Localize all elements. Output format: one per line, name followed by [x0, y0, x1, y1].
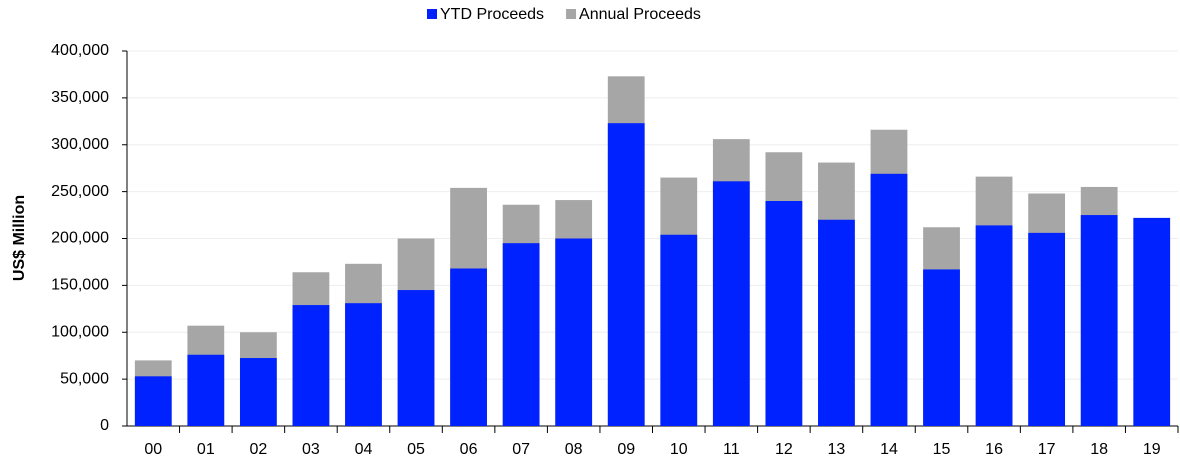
- bar: [239, 358, 277, 426]
- x-tick-label: 08: [565, 441, 583, 458]
- x-tick-label: 15: [933, 441, 951, 458]
- bar: [134, 376, 172, 426]
- x-tick-label: 14: [880, 441, 898, 458]
- bar: [450, 268, 487, 426]
- x-tick-label: 00: [144, 441, 162, 458]
- x-tick-label: 11: [723, 441, 740, 458]
- x-tick-label: 10: [670, 441, 688, 458]
- x-tick-label: 01: [197, 441, 215, 458]
- x-tick-label: 02: [249, 441, 267, 458]
- x-tick-label: 12: [775, 441, 793, 458]
- bar: [975, 225, 1013, 426]
- y-tick-label: 150,000: [51, 277, 109, 294]
- x-tick-label: 13: [828, 441, 846, 458]
- x-tick-label: 19: [1143, 441, 1161, 458]
- bar: [345, 303, 382, 426]
- x-tick-label: 07: [512, 441, 530, 458]
- bar: [1028, 232, 1066, 426]
- bar: [818, 219, 855, 426]
- x-tick-label: 18: [1090, 441, 1108, 458]
- bar: [1133, 217, 1171, 426]
- y-tick-label: 50,000: [60, 370, 109, 387]
- bar: [870, 173, 908, 426]
- x-tick-label: 16: [985, 441, 1003, 458]
- y-tick-label: 200,000: [51, 230, 109, 247]
- bar: [765, 201, 803, 426]
- bar: [660, 234, 698, 426]
- legend-label: Annual Proceeds: [579, 6, 701, 23]
- bar: [292, 305, 330, 426]
- x-tick-label: 03: [302, 441, 320, 458]
- x-tick-label: 06: [460, 441, 478, 458]
- x-tick-label: 04: [355, 441, 373, 458]
- bar: [502, 243, 540, 426]
- legend-label: YTD Proceeds: [440, 6, 544, 23]
- y-tick-label: 0: [100, 417, 109, 434]
- y-tick-label: 250,000: [51, 183, 109, 200]
- x-tick-label: 05: [407, 441, 425, 458]
- bar: [555, 238, 593, 426]
- x-tick-label: 09: [617, 441, 635, 458]
- bar: [187, 354, 225, 426]
- y-tick-label: 350,000: [51, 89, 109, 106]
- bar: [923, 269, 960, 426]
- y-tick-label: 100,000: [51, 323, 109, 340]
- y-axis-label: US$ Million: [11, 195, 28, 281]
- x-tick-label: 17: [1038, 441, 1056, 458]
- y-tick-label: 400,000: [51, 42, 109, 59]
- y-tick-label: 300,000: [51, 136, 109, 153]
- legend-swatch: [566, 9, 577, 19]
- legend-swatch: [427, 9, 437, 19]
- bar: [397, 290, 435, 426]
- bar: [712, 181, 750, 426]
- bar: [1080, 215, 1118, 426]
- bar: [607, 123, 645, 426]
